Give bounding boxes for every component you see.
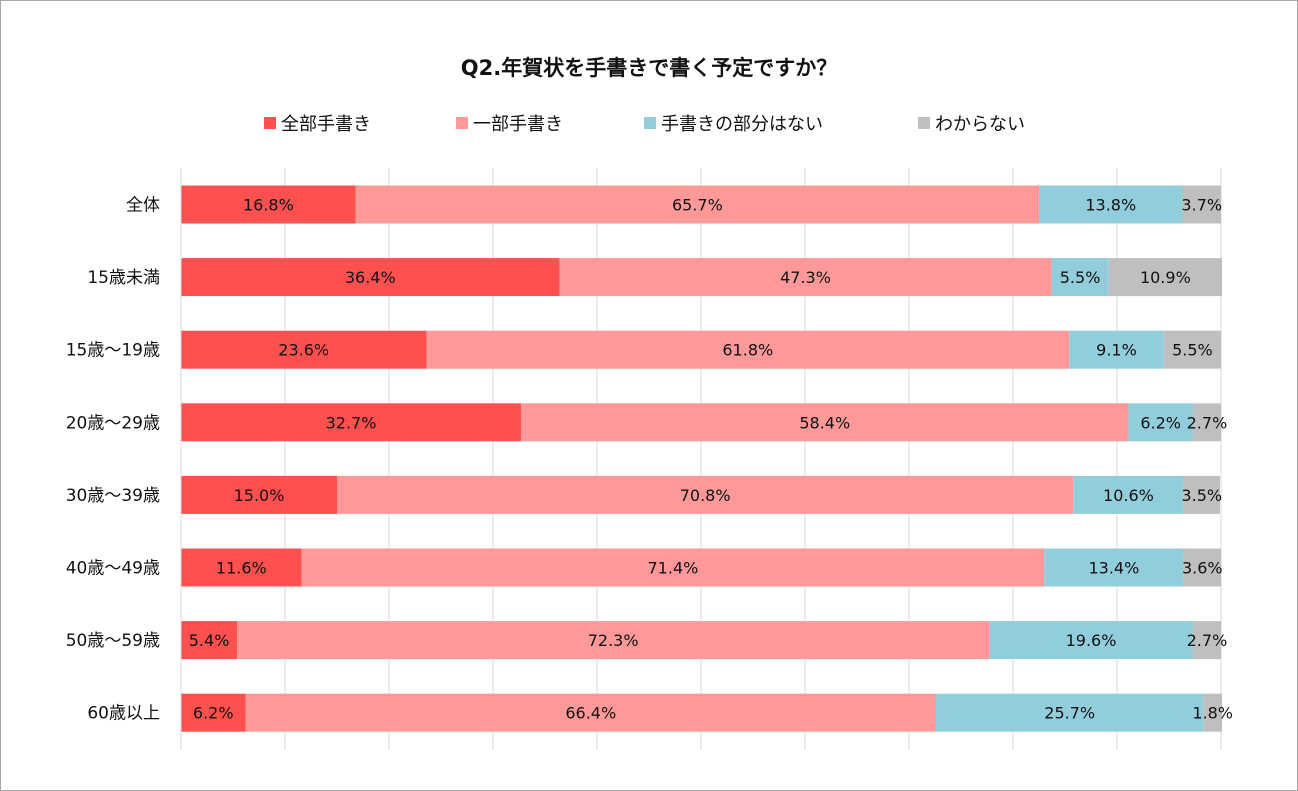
bar-segment (1073, 475, 1184, 514)
category-label: 全体 (126, 196, 160, 216)
bar-segment (989, 621, 1193, 660)
bar-segment (1183, 548, 1221, 587)
bar-segment (181, 258, 560, 297)
data-label: 10.6% (1103, 486, 1154, 505)
bar-segment (1108, 258, 1223, 297)
legend-swatch-2 (644, 117, 656, 129)
bar-segment (237, 621, 990, 660)
data-label: 25.7% (1044, 704, 1095, 723)
data-label: 61.8% (722, 341, 773, 360)
legend-label-1: 一部手書き (473, 114, 563, 135)
bar-segment (1069, 330, 1164, 369)
bar-segment (1203, 693, 1223, 732)
category-label: 30歳～39歳 (66, 486, 160, 506)
bar-segment (1128, 403, 1193, 442)
data-label: 6.2% (1140, 413, 1181, 432)
bar-segment (181, 475, 337, 514)
category-label: 40歳～49歳 (66, 559, 160, 579)
bar-segment (1192, 621, 1221, 660)
data-label: 19.6% (1066, 631, 1117, 650)
data-label: 10.9% (1140, 268, 1191, 287)
bar-segment (1039, 185, 1183, 224)
category-label: 60歳以上 (87, 704, 160, 724)
bar-segment (181, 403, 522, 442)
bar-segment (301, 548, 1045, 587)
bar-segment (1183, 475, 1220, 514)
data-label: 9.1% (1096, 341, 1137, 360)
bar-segment (559, 258, 1052, 297)
category-label: 20歳～29歳 (66, 413, 160, 433)
data-label: 11.6% (216, 559, 267, 578)
data-label: 66.4% (565, 704, 616, 723)
bar-segment (1051, 258, 1109, 297)
data-label: 36.4% (345, 268, 396, 287)
data-label: 32.7% (326, 413, 377, 432)
data-label: 16.8% (243, 196, 294, 215)
bar-segment (1192, 403, 1221, 442)
data-label: 71.4% (648, 559, 699, 578)
bar-segment (426, 330, 1070, 369)
bar-segment (1182, 185, 1221, 224)
bar-segment (936, 693, 1204, 732)
data-label: 3.7% (1181, 196, 1222, 215)
category-label: 50歳～59歳 (66, 631, 160, 651)
data-label: 5.4% (189, 631, 230, 650)
bar-segment (355, 185, 1040, 224)
data-label: 2.7% (1187, 413, 1228, 432)
data-label: 58.4% (799, 413, 850, 432)
data-label: 5.5% (1172, 341, 1213, 360)
data-label: 2.7% (1187, 631, 1228, 650)
data-label: 3.5% (1181, 486, 1222, 505)
data-label: 15.0% (234, 486, 285, 505)
chart-title: Q2.年賀状を手書きで書く予定ですか？ (460, 56, 838, 80)
data-label: 6.2% (193, 704, 234, 723)
data-label: 65.7% (672, 196, 723, 215)
data-label: 72.3% (588, 631, 639, 650)
data-label: 5.5% (1060, 268, 1101, 287)
data-label: 1.8% (1192, 704, 1233, 723)
legend-label-3: わからない (935, 114, 1025, 135)
bar-segment (181, 330, 427, 369)
legend-item-series-3: わからない (918, 110, 1025, 136)
bar-segment (181, 548, 302, 587)
legend-label-0: 全部手書き (281, 114, 371, 135)
category-label: 15歳～19歳 (66, 341, 160, 361)
bar-segment (181, 693, 246, 732)
bar-segment (1163, 330, 1221, 369)
legend-swatch-0 (264, 117, 276, 129)
bar-segment (337, 475, 1074, 514)
data-label: 13.4% (1088, 559, 1139, 578)
legend-swatch-3 (918, 117, 930, 129)
legend-item-series-2: 手書きの部分はない (644, 110, 823, 136)
data-label: 3.6% (1182, 559, 1223, 578)
data-label: 13.8% (1085, 196, 1136, 215)
legend-item-series-1: 一部手書き (456, 110, 563, 136)
chart-legend: 全部手書き 一部手書き 手書きの部分はない わからない (0, 110, 1298, 136)
data-label: 23.6% (278, 341, 329, 360)
bar-segment (245, 693, 937, 732)
legend-item-series-0: 全部手書き (264, 110, 371, 136)
data-label: 70.8% (680, 486, 731, 505)
bar-segment (181, 621, 238, 660)
legend-label-2: 手書きの部分はない (661, 114, 823, 135)
data-label: 47.3% (780, 268, 831, 287)
legend-swatch-1 (456, 117, 468, 129)
bar-segment (521, 403, 1129, 442)
bar-segment (1044, 548, 1184, 587)
category-label: 15歳未満 (87, 268, 160, 288)
bar-segment (181, 185, 356, 224)
